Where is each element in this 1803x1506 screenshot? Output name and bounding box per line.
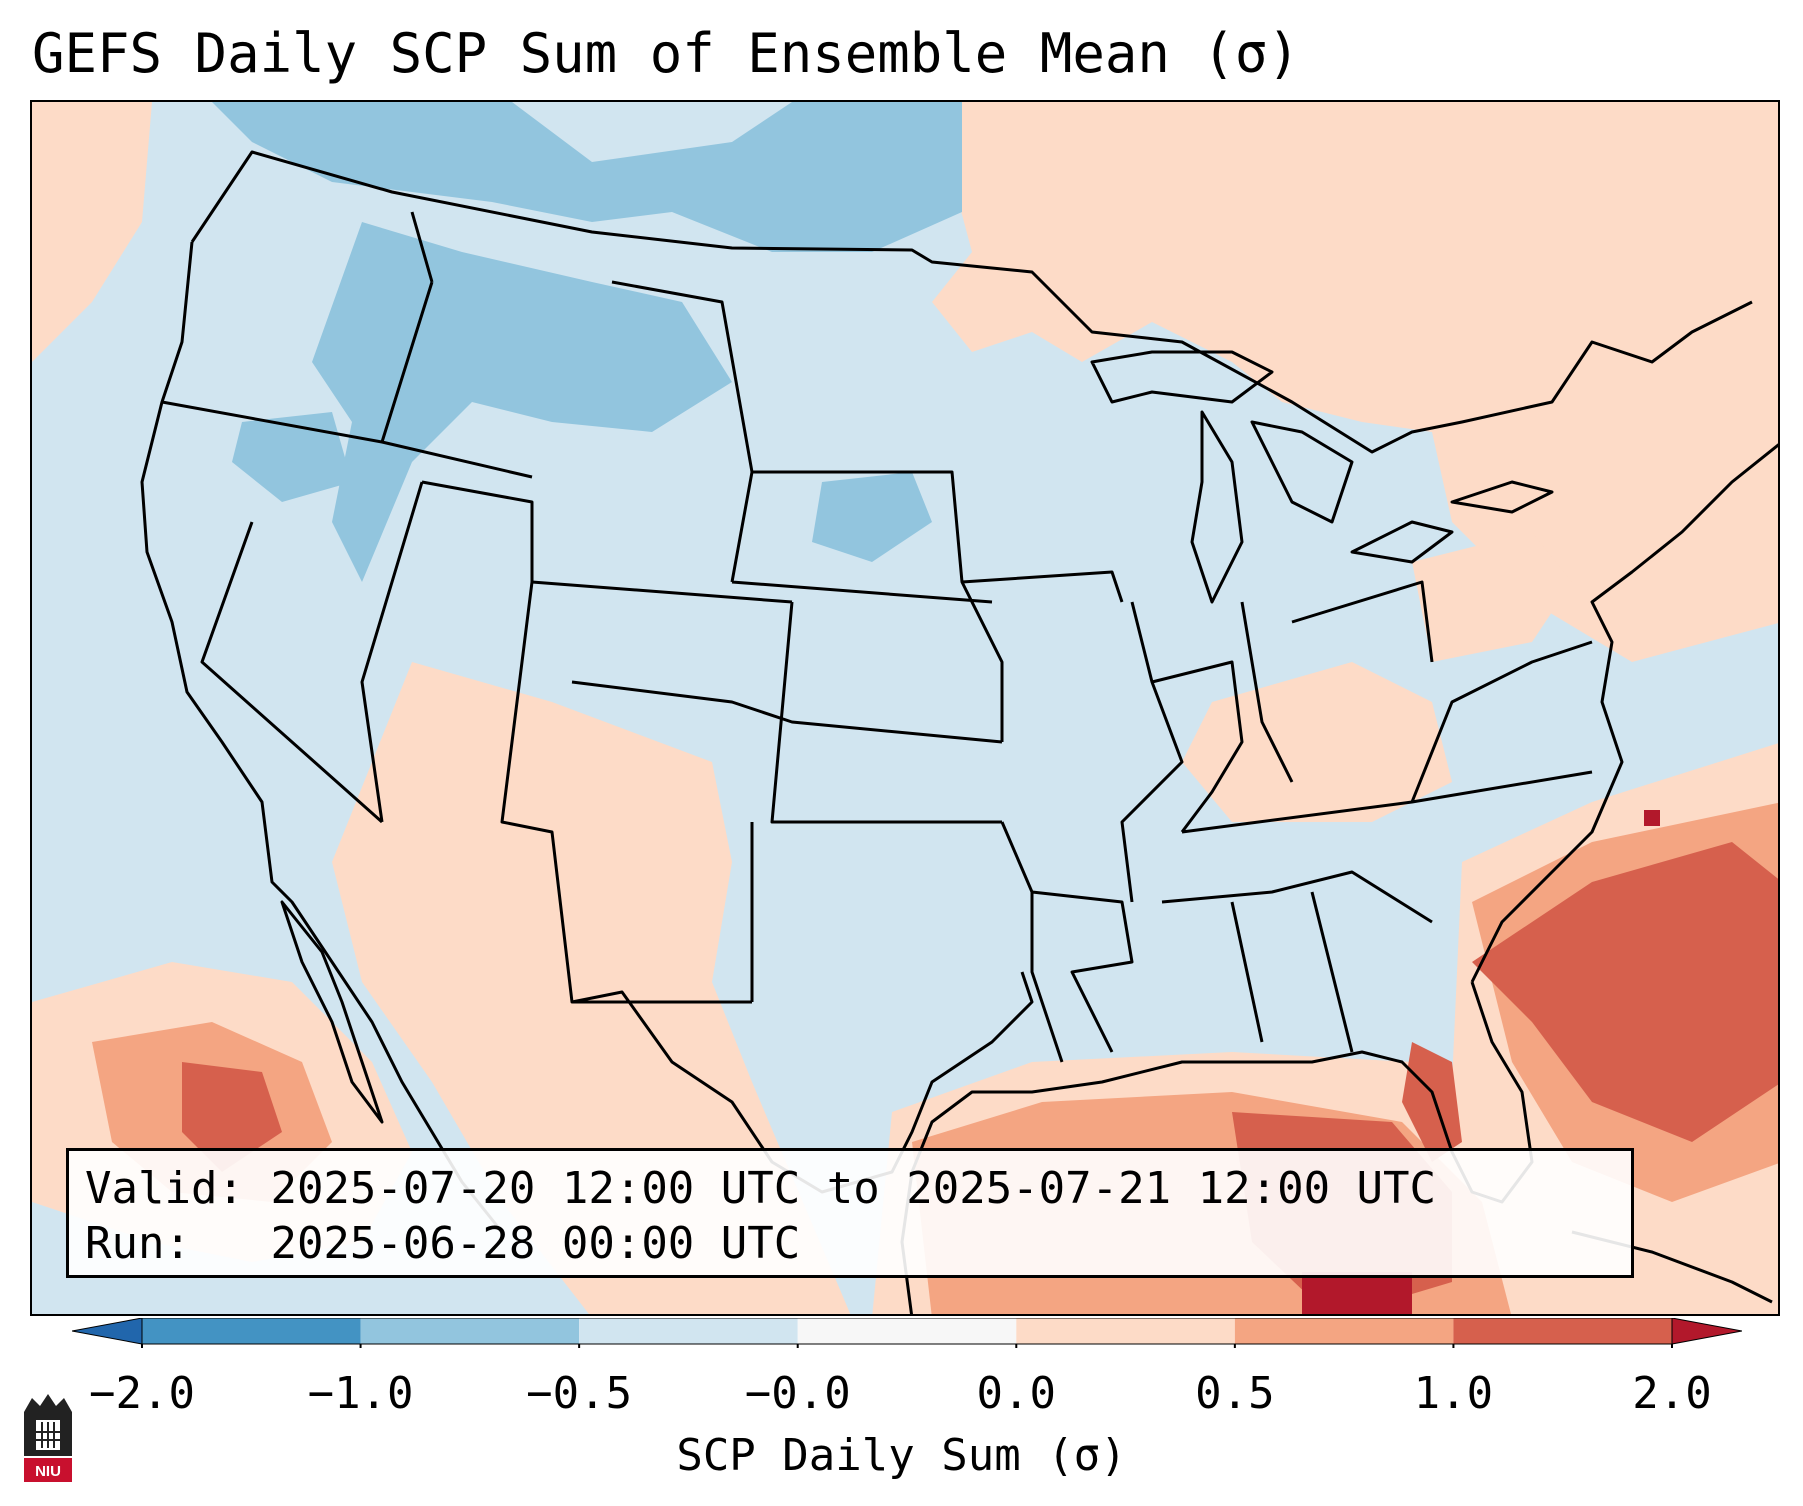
colorbar-tick-label: −0.0 (744, 1368, 851, 1419)
colorbar-svg (71, 1317, 1743, 1348)
field-positive-pennsylvania (1412, 532, 1572, 662)
valid-value: 2025-07-20 12:00 UTC to 2025-07-21 12:00… (270, 1163, 1437, 1214)
map-canvas (32, 102, 1778, 1314)
colorbar (71, 1317, 1743, 1352)
niu-logo-text: NIU (35, 1463, 61, 1480)
colorbar-bin (579, 1318, 798, 1344)
colorbar-bin (1016, 1318, 1235, 1344)
colorbar-bin (360, 1318, 580, 1344)
colorbar-bin (142, 1318, 361, 1344)
field-strong-florida (1402, 1042, 1462, 1162)
field-positive-canada-east (932, 102, 1778, 662)
map-panel (30, 100, 1780, 1316)
atlantic-coast (1470, 443, 1778, 983)
colorbar-tick-label: 2.0 (1632, 1368, 1712, 1419)
anomaly-fields (32, 102, 1778, 1314)
colorbar-tick-label: 0.0 (976, 1368, 1057, 1419)
colorbar-label: SCP Daily Sum (σ) (676, 1430, 1127, 1481)
field-negative-oregon (232, 412, 352, 502)
colorbar-bin (797, 1318, 1017, 1344)
colorbar-outline (141, 1317, 1673, 1345)
state-lines (161, 211, 1593, 1063)
field-negative-canada-west (212, 102, 962, 252)
field-strong-pacific-sw (182, 1062, 282, 1172)
run-value: 2025-06-28 00:00 UTC (270, 1218, 801, 1269)
colorbar-bin (1453, 1318, 1672, 1344)
chart-title: GEFS Daily SCP Sum of Ensemble Mean (σ) (32, 22, 1300, 85)
field-negative-montana (312, 222, 732, 582)
colorbar-under-arrow (71, 1317, 143, 1345)
colorbar-bin (1234, 1318, 1454, 1344)
colorbar-tick-label: −1.0 (307, 1368, 414, 1419)
niu-logo: NIU (20, 1392, 76, 1486)
run-row: Run: 2025-06-28 00:00 UTC (85, 1216, 1615, 1271)
field-positive-pacific-nw (32, 102, 152, 362)
valid-label: Valid: (85, 1163, 244, 1214)
niu-logo-icon: NIU (24, 1394, 72, 1482)
colorbar-tick-label: −2.0 (89, 1368, 195, 1419)
great-lakes (1090, 350, 1554, 604)
baja-california (280, 900, 384, 1124)
colorbar-tick-label: −0.5 (526, 1368, 633, 1419)
valid-row: Valid: 2025-07-20 12:00 UTC to 2025-07-2… (85, 1161, 1615, 1216)
run-label: Run: (85, 1218, 191, 1269)
us-canada-border (190, 150, 1753, 454)
info-box: Valid: 2025-07-20 12:00 UTC to 2025-07-2… (66, 1148, 1634, 1278)
field-max-gulf (1302, 1272, 1412, 1314)
colorbar-tick-label: 1.0 (1413, 1368, 1494, 1419)
colorbar-tick-label: 0.5 (1195, 1368, 1275, 1419)
field-negative-dakotas (812, 472, 932, 562)
field-positive-ohio (1182, 662, 1452, 822)
colorbar-over-arrow (1671, 1317, 1743, 1345)
field-max-atlantic (1644, 810, 1660, 826)
field-strong-atlantic (1472, 842, 1778, 1142)
pacific-coast (140, 241, 504, 1233)
